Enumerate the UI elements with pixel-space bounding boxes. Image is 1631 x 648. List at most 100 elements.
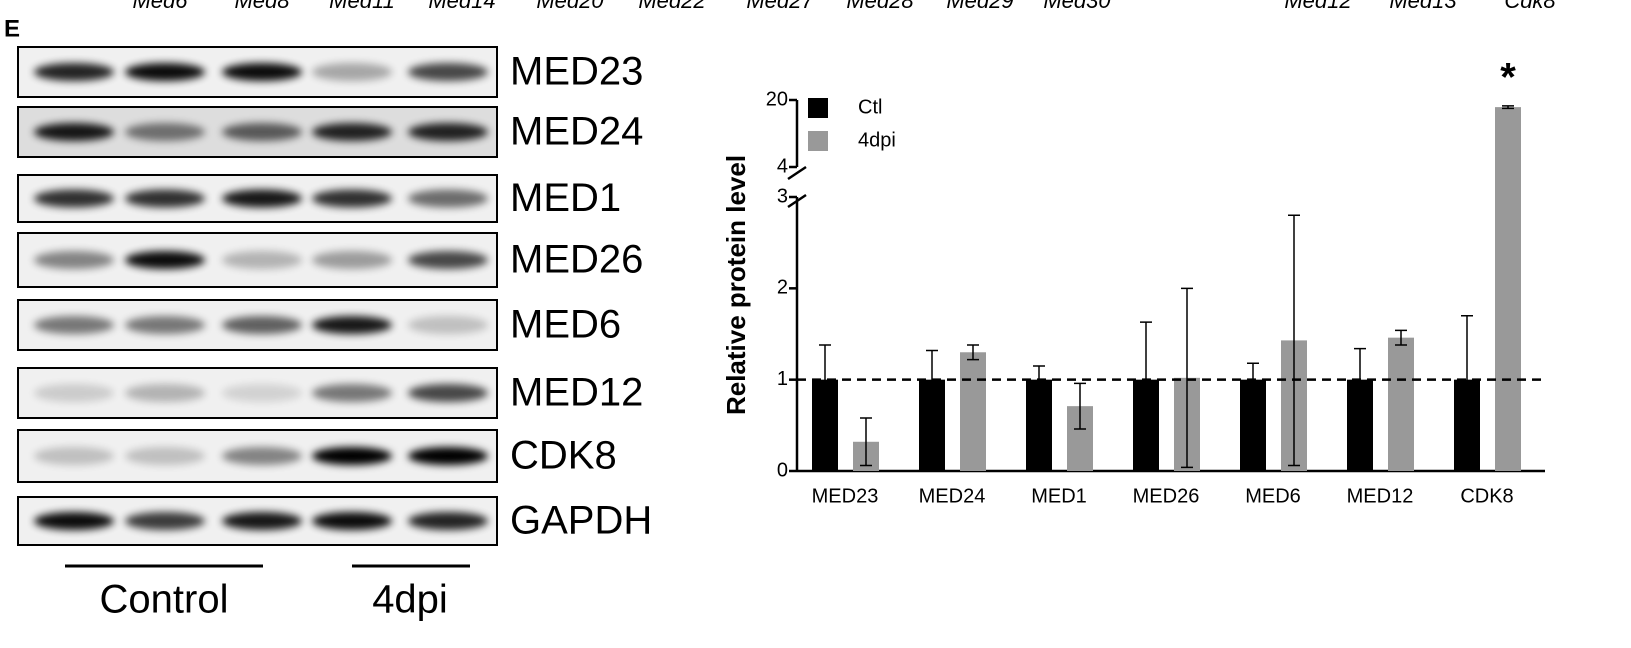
band: [34, 447, 114, 465]
axis-break: [787, 193, 807, 209]
gene-label: Med20: [536, 0, 604, 13]
band: [312, 251, 392, 269]
band: [312, 447, 392, 465]
band: [125, 316, 205, 334]
gene-label: Med29: [946, 0, 1013, 13]
band: [408, 63, 488, 81]
band: [222, 316, 302, 334]
bar: [1026, 379, 1052, 471]
band: [408, 251, 488, 269]
protein-label: MED12: [510, 371, 643, 415]
legend-label: 4dpi: [858, 129, 896, 151]
protein-label: MED1: [510, 176, 621, 220]
band: [125, 251, 205, 269]
error-bar: [1288, 214, 1300, 467]
band: [222, 384, 302, 402]
y-tick-label: 0: [777, 459, 788, 481]
band: [34, 63, 114, 81]
error-bar: [1181, 287, 1193, 469]
error-bar: [1461, 314, 1473, 445]
y-tick-label: 1: [777, 368, 788, 390]
bar: [1495, 107, 1521, 472]
band: [408, 123, 488, 141]
band: [312, 123, 392, 141]
error-bar: [819, 344, 831, 416]
x-tick-label: MED12: [1347, 485, 1414, 507]
x-tick-label: CDK8: [1460, 485, 1513, 507]
error-bar: [1502, 105, 1514, 110]
band: [125, 384, 205, 402]
band: [312, 189, 392, 208]
error-bar: [1074, 382, 1086, 430]
band: [222, 189, 302, 208]
band: [34, 189, 114, 208]
gene-label: Med8: [234, 0, 290, 13]
band: [312, 384, 392, 402]
band: [34, 384, 114, 402]
band: [408, 189, 488, 208]
y-tick-label: 4: [777, 155, 788, 177]
gene-label: Cdk8: [1504, 0, 1556, 13]
band: [408, 447, 488, 465]
band: [125, 189, 205, 208]
y-tick-label: 20: [766, 88, 788, 110]
protein-label: GAPDH: [510, 499, 652, 543]
protein-label: CDK8: [510, 434, 617, 478]
error-bar: [967, 344, 979, 361]
protein-label: MED23: [510, 50, 643, 94]
error-bar: [860, 417, 872, 467]
x-tick-label: MED23: [812, 485, 879, 507]
group-label: 4dpi: [372, 578, 448, 622]
annotation: *: [1500, 56, 1516, 100]
panel-label: E: [4, 15, 20, 42]
gene-label: Med12: [1284, 0, 1351, 13]
axis-break: [787, 165, 807, 181]
band: [312, 63, 392, 81]
band: [222, 251, 302, 269]
band: [312, 512, 392, 530]
band: [408, 384, 488, 402]
band: [312, 316, 392, 334]
band: [125, 63, 205, 81]
y-axis-label: Relative protein level: [721, 155, 751, 415]
legend-swatch: [808, 131, 828, 151]
band: [34, 123, 114, 141]
x-tick-label: MED26: [1133, 485, 1200, 507]
western-blot: MED23 MED24 MED1 MED26 MED6 MED12 CDK8 GAPDH: [17, 46, 652, 546]
gene-label: Med22: [638, 0, 705, 13]
band: [222, 63, 302, 81]
band: [125, 123, 205, 141]
bar: [960, 352, 986, 471]
band: [34, 251, 114, 269]
band: [222, 447, 302, 465]
bar: [1388, 337, 1414, 471]
gene-label: Med11: [329, 0, 395, 13]
x-tick-label: MED6: [1245, 485, 1301, 507]
protein-label: MED26: [510, 238, 643, 282]
group-label: Control: [100, 578, 229, 622]
band: [125, 447, 205, 465]
gene-label: Med28: [846, 0, 914, 13]
x-tick-label: MED24: [919, 485, 986, 507]
gene-label: Med14: [428, 0, 495, 13]
gene-label: Med13: [1389, 0, 1457, 13]
protein-label: MED24: [510, 110, 643, 154]
band: [222, 123, 302, 141]
band: [408, 316, 488, 334]
band: [34, 316, 114, 334]
band: [125, 512, 205, 530]
band: [34, 512, 114, 530]
legend-swatch: [808, 98, 828, 118]
protein-label: MED6: [510, 303, 621, 347]
x-tick-label: MED1: [1031, 485, 1087, 507]
legend-label: Ctl: [858, 96, 882, 118]
y-tick-label: 3: [777, 185, 788, 207]
band: [222, 512, 302, 530]
band: [408, 512, 488, 530]
error-bar: [1395, 329, 1407, 346]
gene-label: Med30: [1043, 0, 1111, 13]
gene-label: Med27: [746, 0, 814, 13]
y-tick-label: 2: [777, 277, 788, 299]
gene-label: Med6: [132, 0, 188, 13]
